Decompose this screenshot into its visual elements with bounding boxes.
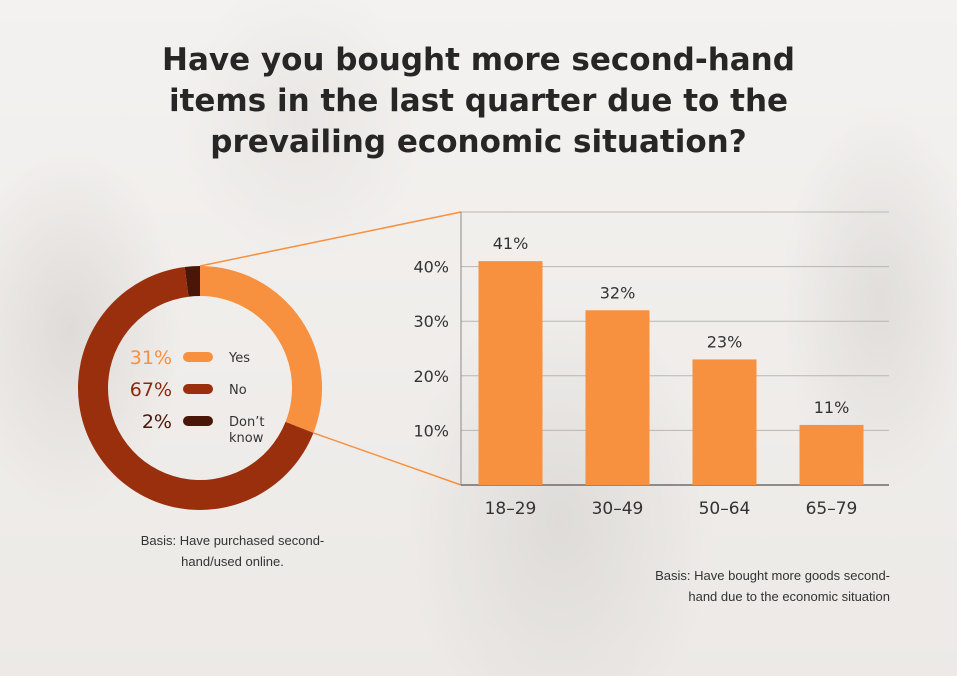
donut-slice-yes	[200, 266, 322, 433]
bar-basis-note: Basis: Have bought more goods second-han…	[655, 568, 890, 604]
legend-swatch	[183, 384, 213, 394]
x-tick-label: 65–79	[806, 499, 858, 519]
legend-label: Yes	[228, 351, 250, 366]
bar-value-label: 11%	[814, 398, 850, 417]
bar-65–79	[799, 424, 864, 485]
legend-label: Don’t	[229, 415, 264, 430]
y-tick-label: 30%	[413, 312, 449, 331]
legend-label: No	[229, 383, 247, 398]
connector-line-top	[199, 211, 462, 267]
y-tick-label: 20%	[413, 367, 449, 386]
y-tick-label: 40%	[413, 258, 449, 277]
bar-50–64	[692, 359, 757, 485]
legend-percent: 67%	[130, 379, 172, 401]
legend-swatch	[183, 352, 213, 362]
bar-18–29	[478, 261, 543, 485]
donut-chart	[77, 266, 322, 510]
donut-basis-note: Basis: Have purchased second-hand/used o…	[140, 533, 325, 569]
bar-value-label: 41%	[493, 234, 529, 253]
x-tick-label: 18–29	[485, 499, 537, 519]
legend-swatch	[183, 416, 213, 426]
chart-title: Have you bought more second-hand items i…	[162, 42, 795, 160]
y-tick-label: 10%	[413, 421, 449, 440]
bar-value-label: 32%	[600, 283, 636, 302]
legend-percent: 2%	[142, 411, 172, 433]
connector-line-bottom	[313, 432, 462, 486]
bar-value-label: 23%	[707, 332, 743, 351]
bar-30–49	[585, 310, 650, 485]
donut-slice-don-t-know	[184, 266, 200, 297]
legend-label: know	[229, 431, 264, 446]
legend-percent: 31%	[130, 347, 172, 369]
bar-chart: 10% 20% 30% 40% 41% 18–29 32% 30–49 23% 50–64 11% 6…	[413, 211, 889, 519]
x-tick-label: 30–49	[592, 499, 644, 519]
connector-lines	[199, 211, 462, 486]
x-tick-label: 50–64	[699, 499, 751, 519]
